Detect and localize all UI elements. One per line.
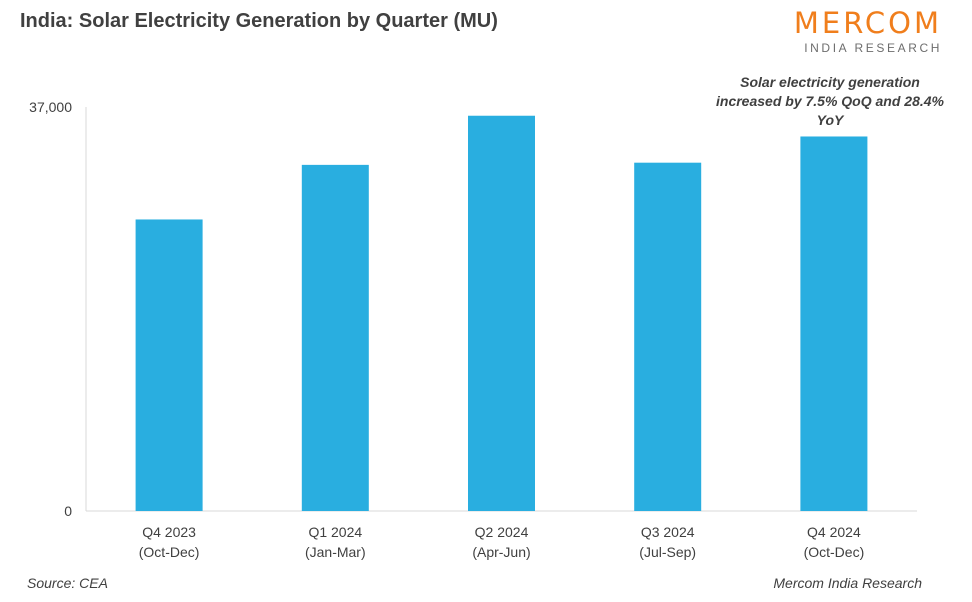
x-tick-label: (Jul-Sep) [639, 544, 696, 560]
mercom-logo: MERCOM INDIA RESEARCH [794, 6, 942, 55]
bar [301, 164, 369, 511]
logo-tagline: INDIA RESEARCH [804, 41, 942, 55]
x-tick-label: (Jan-Mar) [305, 544, 366, 560]
x-tick-label: Q1 2024 [308, 524, 362, 540]
y-tick-label: 37,000 [29, 99, 72, 115]
bar [634, 162, 702, 511]
bar [468, 115, 535, 511]
chart-title: India: Solar Electricity Generation by Q… [20, 10, 498, 32]
x-tick-label: Q2 2024 [475, 524, 529, 540]
x-tick-label: Q4 2024 [807, 524, 861, 540]
logo-wordmark: MERCOM [793, 6, 942, 40]
bar [800, 136, 868, 511]
x-tick-label: Q3 2024 [641, 524, 695, 540]
bar [135, 219, 203, 512]
x-tick-label: Q4 2023 [142, 524, 196, 540]
x-tick-label: (Oct-Dec) [139, 544, 200, 560]
y-tick-label: 0 [64, 503, 72, 519]
chart-annotation: Solar electricity generation increased b… [716, 74, 944, 128]
credit-note: Mercom India Research [773, 575, 922, 591]
x-tick-label: (Apr-Jun) [472, 544, 530, 560]
x-tick-label: (Oct-Dec) [804, 544, 865, 560]
source-note: Source: CEA [27, 575, 108, 591]
